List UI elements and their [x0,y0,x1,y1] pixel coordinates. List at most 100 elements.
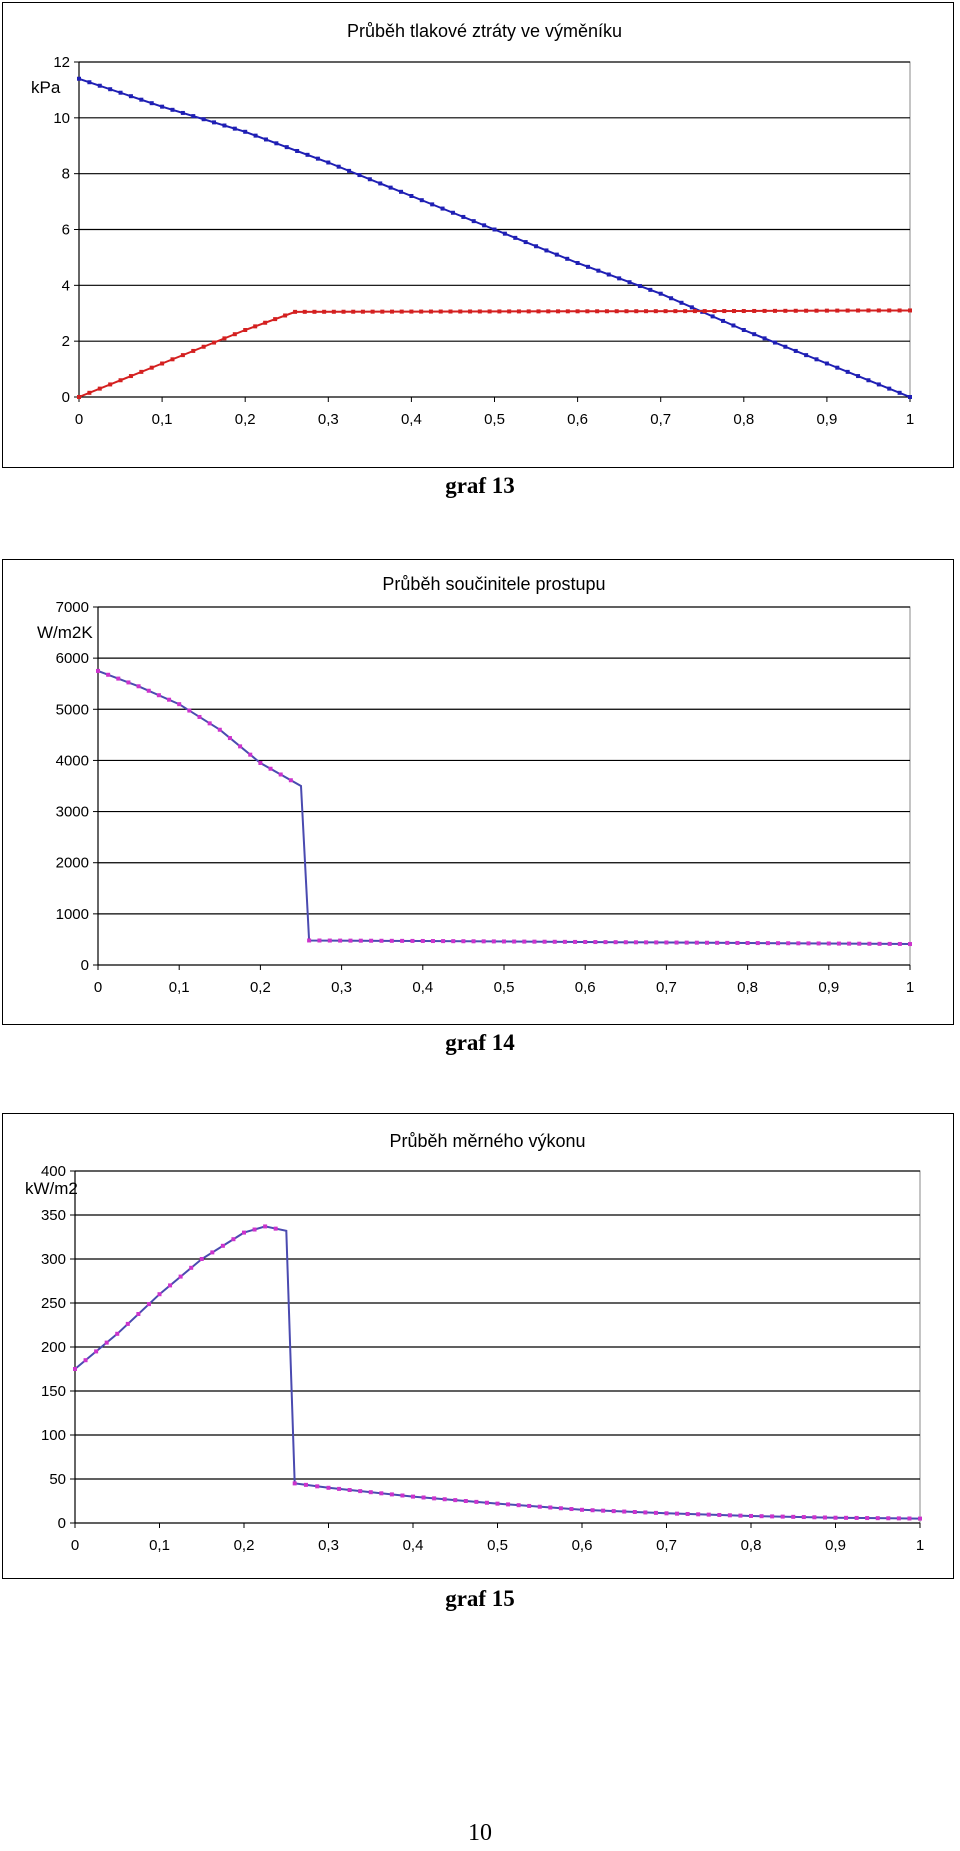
series-marker [866,308,871,313]
series-marker [358,1489,363,1494]
series-marker [856,308,861,313]
caption-graf-14: graf 14 [445,1030,515,1055]
series-marker [590,1508,595,1513]
series-marker [715,940,720,945]
series-marker [887,386,892,391]
series-marker [484,1500,489,1505]
series-marker [689,305,694,310]
series-marker [856,374,861,379]
series-marker [440,206,445,211]
series-marker [400,938,405,943]
series-marker [712,309,717,314]
series-marker [326,160,331,165]
series-marker [207,721,212,726]
series-marker [772,308,777,313]
series-marker [274,141,279,146]
series-marker [731,323,736,328]
y-axis-unit: W/m2K [37,623,93,642]
series-marker [495,1501,500,1506]
series-marker [315,1484,320,1489]
x-tick-label: 0,5 [487,1537,508,1554]
series-marker [136,684,141,689]
series-marker [897,941,902,946]
series-marker [273,1226,278,1231]
series-marker [865,1516,870,1521]
series-marker [741,328,746,332]
series-marker [263,137,268,142]
chart-14-frame: 0 1000 2000 3000 4000 5000 6000 7000 0 0,1 0,2 0,3 0… [2,559,954,1025]
x-tick-label: 0,1 [149,1537,170,1554]
series-marker [796,941,801,946]
series-marker [835,308,840,313]
series-marker [312,309,317,314]
series-marker [252,1227,257,1232]
series-marker [357,173,362,178]
series-marker [258,760,263,765]
series-marker [835,365,840,370]
y-tick-label: 50 [49,1471,66,1488]
y-tick-label: 300 [41,1251,66,1268]
series-marker [338,938,343,943]
chart-13-frame: 0 2 4 6 8 10 12 0 0,1 0,2 0,3 0,4 0,5 0,6 0,7 0,8 0,9 1 Pr… [2,2,954,468]
series-marker [351,309,356,314]
chart-13: 0 2 4 6 8 10 12 0 0,1 0,2 0,3 0,4 0,5 0,6 0,7 0,8 0,9 1 Pr… [31,21,914,428]
series-marker [212,120,217,125]
series-marker [451,939,456,944]
series-marker [548,1505,553,1510]
series-marker [770,1514,775,1519]
series-marker [227,736,232,741]
x-tick-label: 0 [75,411,83,428]
series-marker [658,291,663,296]
series-marker [118,90,123,95]
series-marker [613,940,618,945]
series-marker [284,145,289,150]
series-marker [502,231,507,236]
series-marker [614,309,619,314]
series-marker [534,244,539,249]
series-marker [611,1509,616,1514]
x-tick-label: 0,7 [656,1537,677,1554]
series-marker [331,309,336,314]
series-marker [481,939,486,944]
x-tick-label: 0,5 [494,979,515,996]
series-marker [575,309,580,314]
series-marker [201,117,206,122]
series-marker [633,940,638,945]
series-marker [565,256,570,261]
series-marker [507,309,512,314]
series-marker [336,164,341,169]
series-marker [908,395,912,399]
series-marker [177,702,182,707]
x-tick-label: 0,6 [575,979,596,996]
series-marker [337,1486,342,1491]
chart-title: Průběh měrného výkonu [389,1131,585,1151]
series-marker [178,1274,183,1279]
series-marker [212,340,217,345]
series-marker [471,219,476,224]
series-marker [749,1513,753,1518]
series-marker [199,1257,204,1261]
series-marker [565,309,570,314]
series-marker [242,1230,246,1235]
series-marker [370,309,375,314]
series-marker [722,309,727,314]
series-marker [516,309,521,314]
y-tick-label: 400 [41,1163,66,1180]
series-marker [292,1481,297,1486]
x-tick-label: 0,7 [650,411,671,428]
series-marker [793,308,798,313]
series-marker [87,80,92,85]
x-tick-label: 0,8 [737,979,758,996]
x-tick-label: 1 [906,411,914,428]
x-tick-label: 0 [71,1537,79,1554]
series-marker [674,940,679,945]
series-marker [399,309,404,314]
series-marker [725,940,730,945]
series-marker [663,309,668,314]
series-marker [322,309,327,314]
series-marker [735,940,740,945]
y-tick-label: 5000 [56,701,89,718]
x-tick-label: 0,8 [741,1537,762,1554]
series-marker [283,313,288,318]
series-marker [897,390,902,395]
